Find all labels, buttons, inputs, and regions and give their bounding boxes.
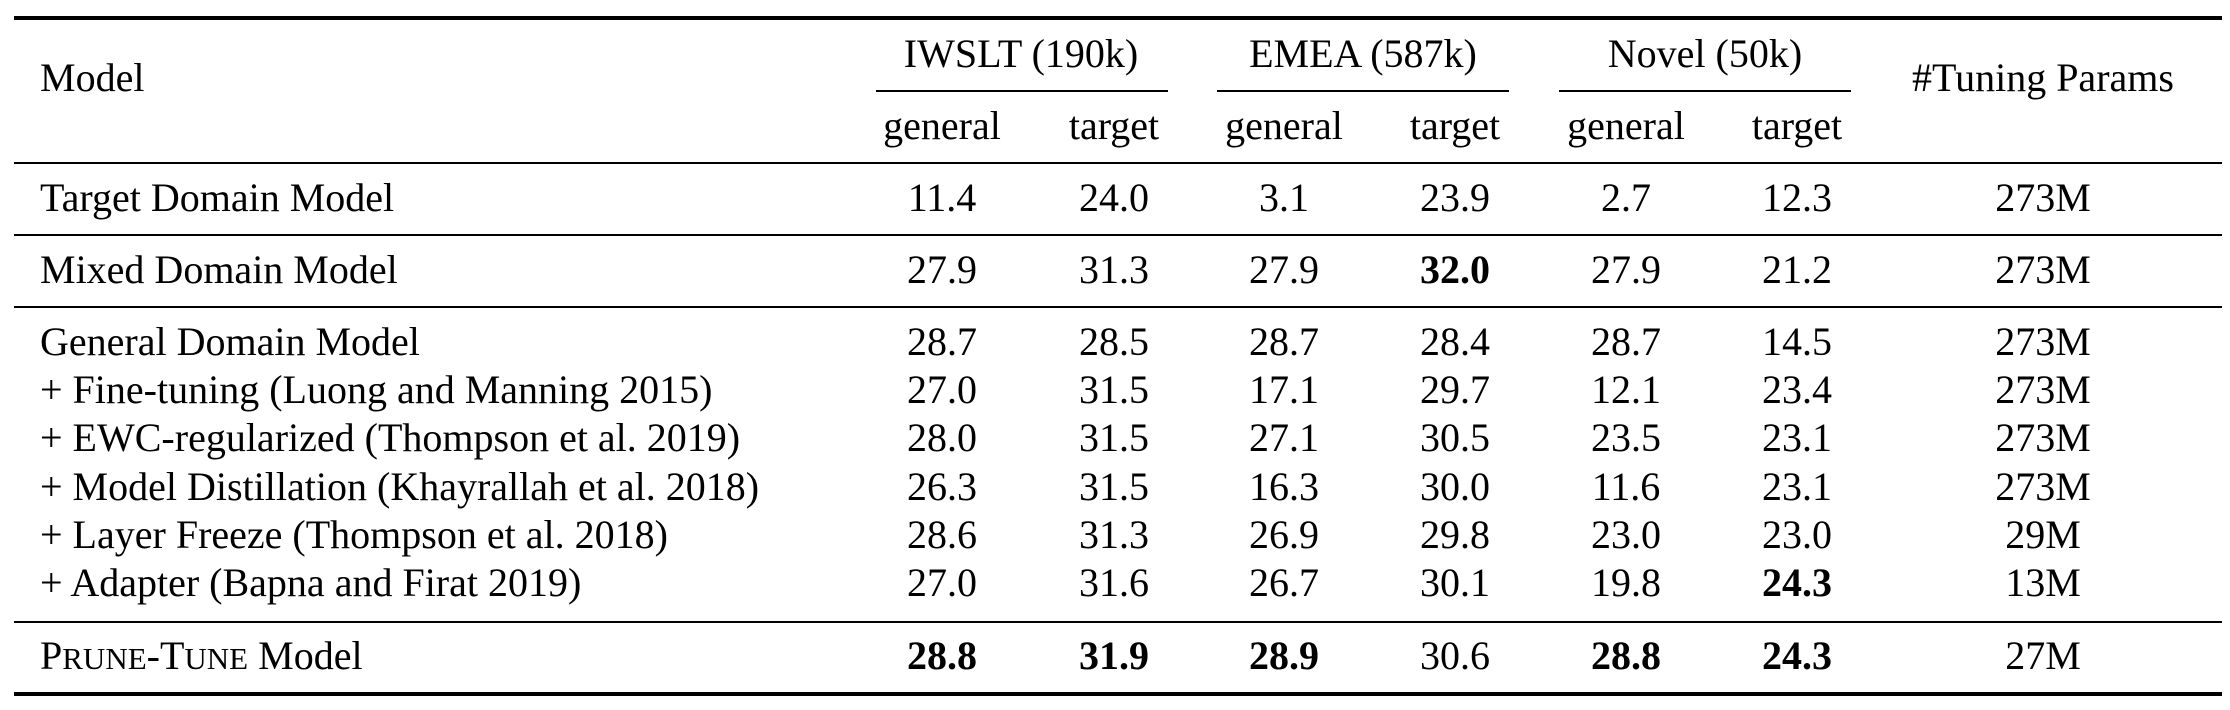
row-value: 23.9 [1420,175,1490,220]
row-params: 273M [1995,319,2091,364]
row-value: 23.1 [1762,464,1832,509]
final-row-name-cap: -T [146,633,185,678]
row-params: 273M [1995,175,2091,220]
row-value: 11.4 [907,175,977,220]
row-value: 16.3 [1249,464,1319,509]
final-row-model-name: PRUNE-TUNE Model [40,632,363,683]
row-value: 31.5 [1079,464,1149,509]
row-value: 31.3 [1079,247,1149,292]
row-params: 13M [2005,560,2081,605]
row-rule-1 [14,234,2222,236]
iwslt-group-rule [876,90,1168,92]
row-value: 12.3 [1762,175,1832,220]
header-model: Model [40,55,145,100]
row-value: 12.1 [1591,367,1661,412]
row-model-name: + Model Distillation (Khayrallah et al. … [40,464,760,509]
row-rule-2 [14,306,2222,308]
row-value: 28.7 [907,319,977,364]
final-row-name-cap: P [40,633,63,678]
row-params: 29M [2005,512,2081,557]
row-value: 32.0 [1420,247,1490,292]
header-sub-emea-target: target [1409,103,1501,148]
row-value: 23.5 [1591,415,1661,460]
final-row-value: 30.6 [1420,633,1490,678]
row-value: 21.2 [1762,247,1832,292]
row-value: 26.9 [1249,512,1319,557]
row-rule-3 [14,621,2222,623]
row-model-name: + Adapter (Bapna and Firat 2019) [40,560,582,605]
novel-group-rule [1559,90,1851,92]
header-group-emea: EMEA (587k) [1249,31,1477,76]
header-rule [14,162,2222,164]
final-row-name-small: RUNE [62,641,147,676]
row-value: 27.9 [907,247,977,292]
row-value: 30.0 [1420,464,1490,509]
row-value: 11.6 [1591,464,1661,509]
final-row-value: 31.9 [1079,633,1149,678]
final-row-value: 24.3 [1762,633,1832,678]
row-value: 26.3 [907,464,977,509]
row-value: 28.0 [907,415,977,460]
row-params: 273M [1995,247,2091,292]
row-value: 28.6 [907,512,977,557]
row-value: 28.7 [1591,319,1661,364]
row-value: 30.5 [1420,415,1490,460]
row-model-name: + Fine-tuning (Luong and Manning 2015) [40,367,713,412]
row-value: 2.7 [1601,175,1651,220]
row-value: 27.9 [1591,247,1661,292]
header-params: #Tuning Params [1912,55,2174,100]
header-group-novel: Novel (50k) [1607,31,1803,76]
bottom-rule [14,692,2222,696]
row-value: 24.0 [1079,175,1149,220]
row-value: 23.1 [1762,415,1832,460]
header-group-iwslt: IWSLT (190k) [903,31,1139,76]
row-value: 30.1 [1420,560,1490,605]
final-row-name-suffix: Model [248,633,363,678]
row-value: 31.3 [1079,512,1149,557]
row-value: 29.7 [1420,367,1490,412]
row-value: 19.8 [1591,560,1661,605]
row-value: 27.9 [1249,247,1319,292]
row-value: 27.1 [1249,415,1319,460]
row-value: 17.1 [1249,367,1319,412]
row-value: 28.7 [1249,319,1319,364]
row-value: 14.5 [1762,319,1832,364]
row-value: 27.0 [907,367,977,412]
row-value: 28.5 [1079,319,1149,364]
row-model-name: Mixed Domain Model [40,247,398,292]
row-value: 23.0 [1591,512,1661,557]
final-row-value: 28.9 [1249,633,1319,678]
row-value: 27.0 [907,560,977,605]
row-params: 273M [1995,367,2091,412]
row-value: 23.4 [1762,367,1832,412]
row-model-name: + Layer Freeze (Thompson et al. 2018) [40,512,668,557]
row-value: 23.0 [1762,512,1832,557]
final-row-name-small: UNE [184,641,249,676]
row-model-name: Target Domain Model [40,175,395,220]
top-rule [14,16,2222,20]
final-row-params: 27M [2005,633,2081,678]
row-params: 273M [1995,464,2091,509]
final-row-value: 28.8 [1591,633,1661,678]
row-model-name: + EWC-regularized (Thompson et al. 2019) [40,415,741,460]
row-value: 24.3 [1762,560,1832,605]
row-value: 31.5 [1079,367,1149,412]
row-value: 31.6 [1079,560,1149,605]
row-params: 273M [1995,415,2091,460]
header-sub-emea-general: general [1225,103,1343,148]
header-sub-novel-general: general [1567,103,1685,148]
final-row-value: 28.8 [907,633,977,678]
header-sub-iwslt-target: target [1068,103,1160,148]
row-value: 31.5 [1079,415,1149,460]
header-sub-iwslt-general: general [883,103,1001,148]
row-value: 3.1 [1259,175,1309,220]
row-value: 29.8 [1420,512,1490,557]
row-value: 28.4 [1420,319,1490,364]
header-sub-novel-target: target [1751,103,1843,148]
row-model-name: General Domain Model [40,319,420,364]
row-value: 26.7 [1249,560,1319,605]
emea-group-rule [1217,90,1509,92]
